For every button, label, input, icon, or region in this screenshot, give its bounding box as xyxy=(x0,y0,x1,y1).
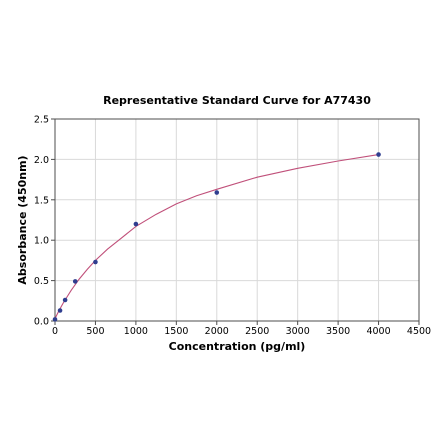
x-tick-label: 3500 xyxy=(326,326,350,337)
data-point xyxy=(376,152,381,157)
data-point xyxy=(93,259,98,265)
x-tick-label: 4000 xyxy=(366,326,390,337)
x-tick-label: 3000 xyxy=(286,326,310,337)
data-point xyxy=(57,308,63,313)
x-tick-label: 0 xyxy=(52,326,58,337)
fit-curve-layer xyxy=(54,154,379,319)
x-tick-label: 2500 xyxy=(245,326,269,337)
x-tick-label: 500 xyxy=(86,326,104,337)
ticks: 0 500 1000 1500 2000 2500 3000 3500 4000 4500 0.0 0… xyxy=(34,115,431,338)
x-tick-label: 1000 xyxy=(124,326,148,337)
y-axis-label: Absorbance (450nm) xyxy=(16,155,29,284)
chart-title: Representative Standard Curve for A77430 xyxy=(103,94,371,107)
y-tick-label: 2.5 xyxy=(34,115,49,126)
x-tick-label: 1500 xyxy=(164,326,188,337)
x-tick-label: 2000 xyxy=(205,326,229,337)
data-point xyxy=(133,221,139,227)
grid xyxy=(54,118,420,322)
x-tick-label: 4500 xyxy=(407,326,431,337)
y-tick-label: 0.0 xyxy=(34,317,49,328)
y-tick-label: 1.0 xyxy=(34,236,49,247)
fit-curve xyxy=(54,154,379,319)
data-point xyxy=(62,297,68,303)
data-point xyxy=(214,190,220,195)
y-tick-label: 2.0 xyxy=(34,155,49,166)
y-tick-label: 1.5 xyxy=(34,195,49,206)
data-points xyxy=(52,152,381,322)
data-point xyxy=(52,317,58,322)
x-axis-label: Concentration (pg/ml) xyxy=(169,340,306,353)
plot-frame xyxy=(54,118,420,322)
y-tick-label: 0.5 xyxy=(34,276,49,287)
data-point xyxy=(72,279,78,284)
